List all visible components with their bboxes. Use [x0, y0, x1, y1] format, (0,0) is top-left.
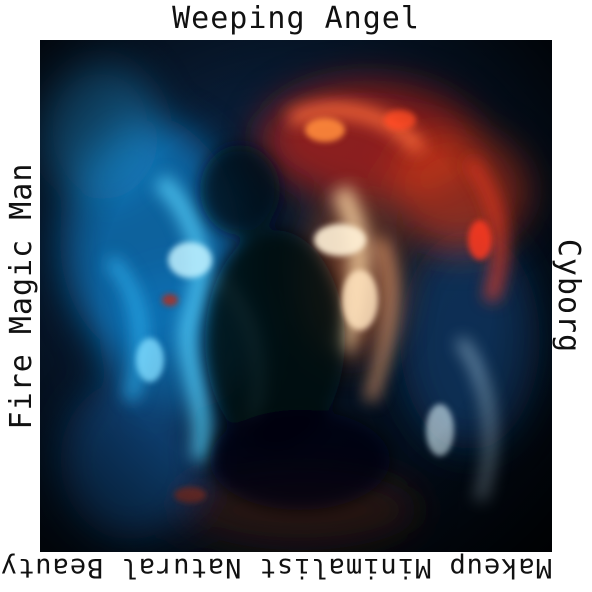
artwork-vignette	[40, 40, 552, 552]
artwork-canvas	[40, 40, 552, 552]
abstract-artwork-image	[40, 40, 552, 552]
label-bottom: Makeup Minimalist Natural Beauty	[0, 552, 552, 583]
label-left: Fire Magic Man	[4, 162, 39, 430]
label-right: Cyborg	[551, 238, 586, 354]
label-top: Weeping Angel	[172, 1, 420, 36]
